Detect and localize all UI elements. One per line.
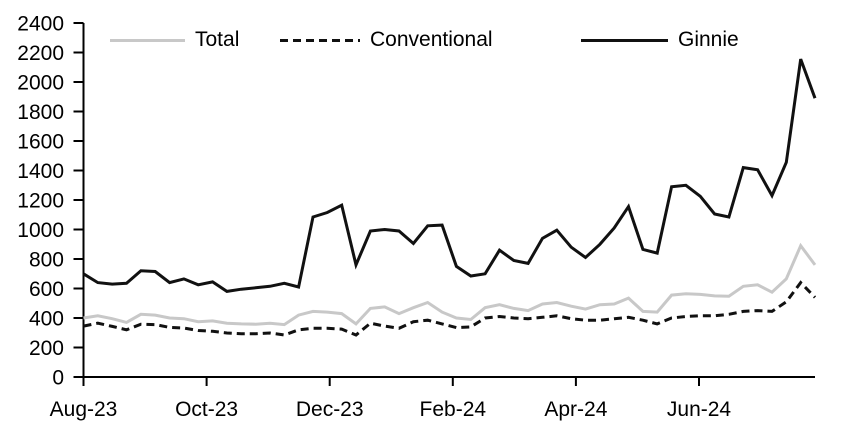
x-axis-tick-label: Aug-23 bbox=[50, 398, 118, 421]
x-axis-tick-label: Apr-24 bbox=[544, 398, 607, 421]
legend-label-ginnie: Ginnie bbox=[678, 28, 739, 51]
y-axis-tick-label: 400 bbox=[29, 308, 64, 331]
y-axis-tick-label: 2400 bbox=[17, 13, 64, 36]
legend-label-total: Total bbox=[195, 28, 240, 51]
ginnie-line-swatch-icon bbox=[581, 38, 668, 42]
total-line-swatch-icon bbox=[110, 38, 185, 42]
legend-label-conventional: Conventional bbox=[370, 28, 493, 51]
legend-item-conventional: Conventional bbox=[280, 29, 493, 51]
y-axis-tick-label: 1000 bbox=[17, 219, 64, 242]
x-axis-tick-label: Jun-24 bbox=[667, 398, 732, 421]
conventional-line-swatch-icon bbox=[280, 38, 360, 42]
y-axis-tick-label: 0 bbox=[52, 367, 64, 390]
y-axis-tick-label: 600 bbox=[29, 278, 64, 301]
series-line-conventional bbox=[83, 280, 817, 337]
x-axis-tick-label: Oct-23 bbox=[175, 398, 238, 421]
y-axis-tick-label: 200 bbox=[29, 337, 64, 360]
x-axis-tick-label: Dec-23 bbox=[296, 398, 364, 421]
legend-item-ginnie: Ginnie bbox=[581, 29, 739, 51]
x-axis-tick-label: Feb-24 bbox=[420, 398, 487, 421]
y-axis-tick-label: 1800 bbox=[17, 101, 64, 124]
series-line-ginnie bbox=[82, 58, 817, 293]
y-axis-tick-label: 800 bbox=[29, 249, 64, 272]
y-axis-tick-label: 1200 bbox=[17, 190, 64, 213]
series-line-total bbox=[83, 242, 817, 327]
y-axis-tick-label: 1600 bbox=[17, 131, 64, 154]
y-axis-tick-label: 2000 bbox=[17, 72, 64, 95]
y-axis-tick-label: 2200 bbox=[17, 42, 64, 65]
y-axis-tick-label: 1400 bbox=[17, 160, 64, 183]
legend-item-total: Total bbox=[110, 29, 239, 51]
